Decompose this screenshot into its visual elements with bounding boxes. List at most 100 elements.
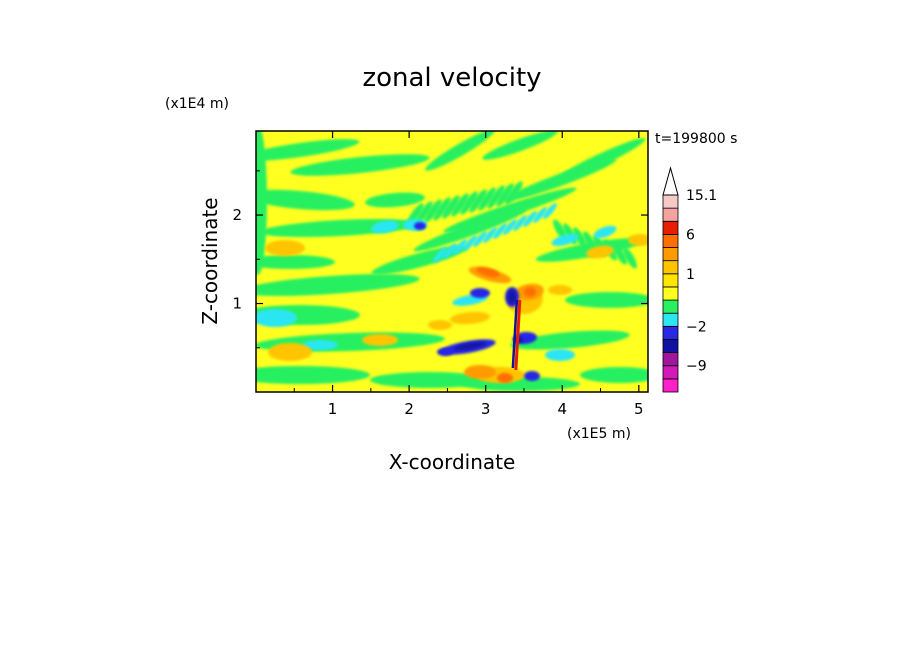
field-contour (508, 290, 516, 304)
field-contour (473, 231, 487, 247)
time-label: t=199800 s (655, 131, 737, 147)
colorbar-label: 15.1 (686, 188, 717, 204)
field-contour (613, 243, 627, 265)
field-contour (302, 340, 338, 350)
field-contour (454, 341, 486, 351)
field-contour (469, 189, 487, 213)
field-contour (463, 235, 477, 251)
field-contour (497, 373, 513, 383)
field-contour (565, 292, 648, 308)
y-tick-label: 2 (232, 206, 242, 224)
y-unit-label: (x1E4 m) (165, 96, 229, 112)
field-contour (450, 311, 490, 325)
colorbar-label: 6 (686, 227, 695, 243)
field-contour (443, 187, 577, 233)
colorbar-level (662, 365, 679, 380)
field-contour (265, 240, 305, 256)
x-tick-label: 1 (328, 400, 338, 418)
field-contour (428, 320, 452, 330)
field-contour (543, 203, 557, 219)
field-contour (593, 225, 617, 239)
colorbar-level (662, 194, 679, 209)
field-contour (545, 349, 575, 361)
field-contour (551, 233, 579, 247)
field-contour (425, 131, 495, 171)
colorbar-level (662, 299, 679, 314)
field-contour (628, 234, 648, 246)
colorbar-level (662, 247, 679, 262)
field-contour (524, 287, 536, 297)
plot-frame (255, 130, 649, 393)
field-contour (424, 199, 442, 223)
colorbar-level (662, 286, 679, 301)
field-contour (290, 154, 430, 176)
x-axis-label: X-coordinate (389, 450, 516, 474)
colorbar-label: 1 (686, 267, 695, 283)
field-contour (442, 195, 460, 219)
field-contour (510, 330, 630, 350)
field-contour (365, 192, 425, 208)
colorbar: 15.1 6 1 −2 −9 (662, 166, 717, 393)
field-contour (513, 215, 527, 231)
field-contour (573, 227, 587, 249)
field-contour (256, 189, 355, 211)
colorbar-level (662, 233, 679, 248)
field-contour (478, 187, 496, 211)
field-contour (451, 193, 469, 217)
colorbar-level (662, 325, 679, 340)
field-contour (437, 348, 453, 356)
field-contour (256, 366, 370, 384)
field-contour (580, 367, 648, 383)
field-contour (523, 211, 537, 227)
colorbar-level (662, 339, 679, 354)
field-contour (433, 197, 451, 221)
field-contour (548, 285, 572, 295)
shear-line-warm (514, 299, 522, 371)
field-contour (371, 220, 399, 234)
colorbar-label: −9 (686, 359, 707, 375)
colorbar-level (662, 352, 679, 367)
colorbar-label: −2 (686, 319, 707, 335)
field-contour (464, 365, 496, 379)
velocity-field (256, 131, 648, 391)
field-contour (256, 309, 297, 327)
field-contour (256, 255, 335, 269)
shear-line-cold (511, 299, 519, 369)
field-contour (505, 181, 523, 205)
colorbar-extend-arrow (662, 166, 679, 196)
field-contour (433, 247, 447, 263)
x-tick-label: 2 (404, 400, 414, 418)
field-contour (586, 245, 614, 259)
field-contour (496, 183, 514, 207)
field-contour (493, 223, 507, 239)
x-tick-label: 3 (481, 400, 491, 418)
colorbar-level (662, 207, 679, 222)
plot-area (256, 131, 648, 392)
field-contour (453, 239, 467, 255)
x-tick-label: 5 (634, 400, 644, 418)
field-contour (268, 343, 312, 361)
field-contour (482, 131, 558, 160)
field-contour (483, 227, 497, 243)
field-contour (524, 371, 540, 381)
field-contour (470, 288, 490, 298)
x-unit-label: (x1E5 m) (567, 426, 631, 442)
x-tick-label: 4 (557, 400, 567, 418)
field-contour (256, 274, 420, 296)
field-contour (583, 231, 597, 253)
colorbar-level (662, 312, 679, 327)
field-contour (533, 207, 547, 223)
colorbar-level (662, 220, 679, 235)
field-contour (623, 247, 637, 269)
field-contour (554, 138, 646, 182)
field-contour (443, 243, 457, 259)
y-tick-label: 1 (232, 295, 242, 313)
field-contour (256, 139, 360, 161)
colorbar-level (662, 260, 679, 275)
field-contour (476, 267, 500, 277)
y-axis-label: Z-coordinate (198, 197, 222, 324)
x-axis: 1 2 3 4 5 (293, 131, 644, 418)
field-contour (362, 334, 398, 346)
field-contour (487, 185, 505, 209)
